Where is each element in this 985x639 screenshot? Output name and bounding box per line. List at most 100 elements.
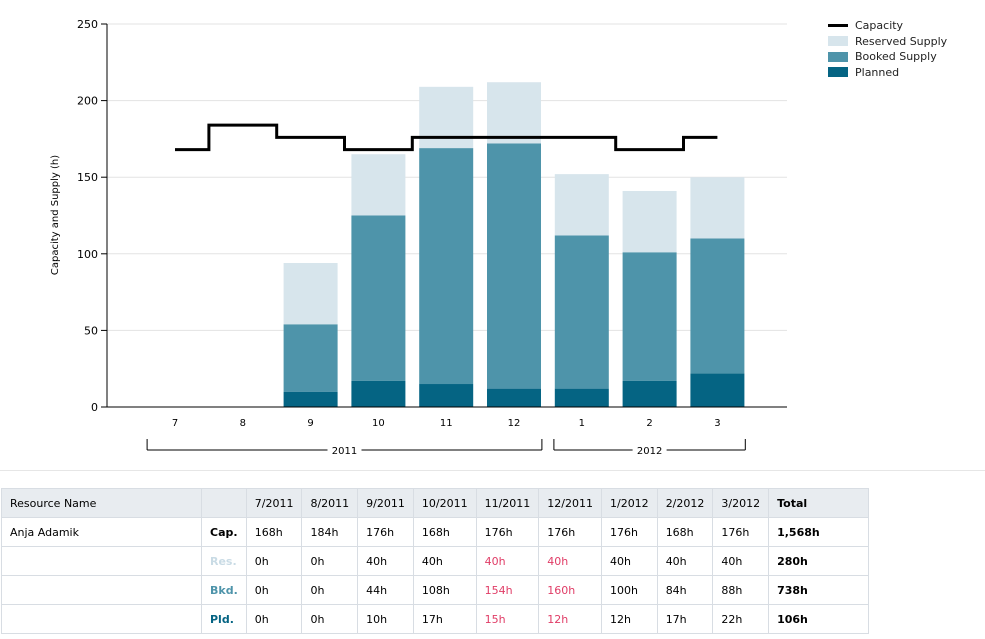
bar-planned-12	[487, 388, 541, 407]
year-bracket-2011-label: 2011	[332, 446, 357, 457]
cell-bkd-9-2011: 44h	[357, 575, 414, 605]
legend-item-reserved: Reserved Supply	[828, 34, 947, 50]
capacity-supply-chart: 0 50 100 150 200 250 7 8 9 10 11 12 1 2 3 2011 2012 Capa…	[50, 18, 947, 457]
bar-reserved-supply-3	[690, 177, 745, 239]
legend-label-reserved: Reserved Supply	[855, 34, 948, 48]
header-col-3-2012[interactable]: 3/2012	[712, 488, 770, 518]
header-col-8-2011[interactable]: 8/2011	[301, 488, 359, 518]
cell-total-cap: 1,568h	[768, 517, 870, 547]
cell-cap-2-2012: 168h	[656, 517, 714, 547]
y-tick-label-50: 50	[84, 324, 98, 337]
legend-item-planned: Planned	[828, 65, 947, 81]
x-tick-label-11: 11	[440, 418, 453, 429]
header-col-12-2011[interactable]: 12/2011	[538, 488, 602, 518]
bar-planned-3	[690, 373, 745, 407]
cell-pld-7-2011: 0h	[245, 604, 303, 634]
cell-total-pld: 106h	[768, 604, 870, 634]
resource-name-empty-cell	[1, 604, 202, 634]
y-axis-label: Capacity and Supply (h)	[50, 155, 61, 275]
header-col-1-2012[interactable]: 1/2012	[600, 488, 658, 518]
cell-bkd-1-2012: 100h	[600, 575, 658, 605]
cell-bkd-10-2011: 108h	[412, 575, 477, 605]
cell-cap-9-2011: 176h	[357, 517, 414, 547]
cell-cap-8-2011: 184h	[301, 517, 359, 547]
cell-pld-2-2012: 17h	[656, 604, 714, 634]
header-col-11-2011[interactable]: 11/2011	[475, 488, 540, 518]
cell-cap-7-2011: 168h	[245, 517, 303, 547]
cell-res-9-2011: 40h	[357, 546, 414, 576]
legend-item-booked: Booked Supply	[828, 49, 947, 65]
bar-reserved-supply-2	[622, 190, 677, 253]
x-tick-label-10: 10	[372, 418, 385, 429]
y-tick-label-200: 200	[77, 95, 98, 108]
x-tick-label-3: 3	[714, 418, 720, 429]
bar-booked-supply-10	[351, 215, 406, 381]
y-tick-label-100: 100	[77, 248, 98, 261]
bar-reserved-supply-10	[351, 154, 406, 216]
x-tick-label-8: 8	[240, 418, 246, 429]
cell-res-12-2011: 40h	[538, 546, 602, 576]
y-tick-label-150: 150	[77, 171, 98, 184]
bar-planned-2	[622, 380, 677, 407]
cell-cap-12-2011: 176h	[538, 517, 602, 547]
cell-cap-1-2012: 176h	[600, 517, 658, 547]
cell-bkd-2-2012: 84h	[656, 575, 714, 605]
cell-pld-8-2011: 0h	[301, 604, 359, 634]
header-resource-name[interactable]: Resource Name	[1, 488, 202, 518]
x-tick-label-9: 9	[307, 418, 313, 429]
resource-name-empty-cell	[1, 546, 202, 576]
year-bracket-2012-label: 2012	[637, 446, 662, 457]
cell-pld-9-2011: 10h	[357, 604, 414, 634]
bar-booked-supply-1	[554, 235, 609, 389]
cell-bkd-7-2011: 0h	[245, 575, 303, 605]
x-tick-label-12: 12	[508, 418, 521, 429]
legend-label-booked: Booked Supply	[855, 50, 937, 63]
bar-reserved-supply-9	[283, 262, 338, 325]
cell-cap-11-2011: 176h	[475, 517, 540, 547]
header-total[interactable]: Total	[768, 488, 870, 518]
table-header-row: Resource Name 7/2011 8/2011 9/2011 10/20…	[1, 488, 870, 518]
table-row: Anja Adamik Cap. 168h 184h 176h 168h 176h 176h 1…	[1, 517, 870, 547]
bar-reserved-supply-11	[419, 86, 474, 149]
cell-res-11-2011: 40h	[475, 546, 540, 576]
bar-booked-supply-2	[622, 252, 677, 381]
cell-res-2-2012: 40h	[656, 546, 714, 576]
bar-reserved-supply-1	[554, 174, 609, 236]
cell-total-bkd: 738h	[768, 575, 870, 605]
cell-bkd-8-2011: 0h	[301, 575, 359, 605]
resource-name-cell[interactable]: Anja Adamik	[1, 517, 202, 547]
header-row-label	[201, 488, 247, 518]
bar-planned-11	[419, 384, 474, 407]
cell-total-res: 280h	[768, 546, 870, 576]
x-tick-label-7: 7	[172, 418, 178, 429]
table-row: Pld. 0h 0h 10h 17h 15h 12h 12h 17h 22h 106h	[1, 604, 870, 634]
cell-bkd-3-2012: 88h	[712, 575, 770, 605]
header-col-10-2011[interactable]: 10/2011	[412, 488, 477, 518]
row-label-bkd: Bkd.	[201, 575, 247, 605]
row-label-pld: Pld.	[201, 604, 247, 634]
header-col-7-2011[interactable]: 7/2011	[245, 488, 303, 518]
cell-bkd-12-2011: 160h	[538, 575, 602, 605]
x-tick-label-2: 2	[646, 418, 652, 429]
cell-pld-1-2012: 12h	[600, 604, 658, 634]
x-tick-label-1: 1	[579, 418, 585, 429]
header-col-2-2012[interactable]: 2/2012	[656, 488, 714, 518]
resource-name-empty-cell	[1, 575, 202, 605]
row-label-res: Res.	[201, 546, 247, 576]
cell-cap-3-2012: 176h	[712, 517, 770, 547]
cell-pld-10-2011: 17h	[412, 604, 477, 634]
table-row: Bkd. 0h 0h 44h 108h 154h 160h 100h 84h 88h 738h	[1, 575, 870, 605]
bar-planned-9	[283, 391, 338, 407]
resource-table: Resource Name 7/2011 8/2011 9/2011 10/20…	[1, 488, 870, 634]
legend-label-planned: Planned	[855, 65, 900, 79]
legend-label-capacity: Capacity	[855, 19, 904, 32]
bar-booked-supply-12	[487, 143, 541, 389]
y-tick-label-250: 250	[77, 18, 98, 31]
cell-res-7-2011: 0h	[245, 546, 303, 576]
header-col-9-2011[interactable]: 9/2011	[357, 488, 414, 518]
legend-swatch-booked	[828, 51, 848, 62]
bar-booked-supply-3	[690, 238, 745, 374]
cell-pld-12-2011: 12h	[538, 604, 602, 634]
cell-cap-10-2011: 168h	[412, 517, 477, 547]
